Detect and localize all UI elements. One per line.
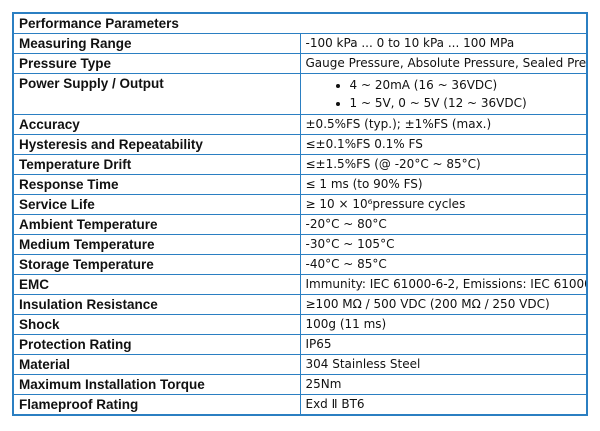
spec-value: ≥ 10 × 10⁶pressure cycles — [299, 194, 588, 215]
table-body: Performance Parameters Measuring Range -1… — [12, 12, 588, 416]
spec-row: Maximum Installation Torque 25Nm — [12, 374, 588, 395]
spec-value: IP65 — [299, 334, 588, 355]
spec-value: -20°C ~ 80°C — [299, 214, 588, 235]
spec-label: EMC — [12, 274, 301, 295]
spec-value: ≤±1.5%FS (@ -20°C ~ 85°C) — [299, 154, 588, 175]
spec-label: Insulation Resistance — [12, 294, 301, 315]
spec-row: Response Time ≤ 1 ms (to 90% FS) — [12, 174, 588, 195]
spec-label: Maximum Installation Torque — [12, 374, 301, 395]
spec-row: Protection Rating IP65 — [12, 334, 588, 355]
spec-value: Exd Ⅱ BT6 — [299, 394, 588, 416]
spec-row: Flameproof Rating Exd Ⅱ BT6 — [12, 394, 588, 416]
spec-row: Medium Temperature -30°C ~ 105°C — [12, 234, 588, 255]
spec-label: Response Time — [12, 174, 301, 195]
spec-value: ±0.5%FS (typ.); ±1%FS (max.) — [299, 114, 588, 135]
spec-list: 4 ~ 20mA (16 ~ 36VDC)1 ~ 5V, 0 ~ 5V (12 … — [306, 76, 582, 112]
spec-item: 4 ~ 20mA (16 ~ 36VDC) — [350, 76, 582, 94]
spec-label: Ambient Temperature — [12, 214, 301, 235]
spec-item: 1 ~ 5V, 0 ~ 5V (12 ~ 36VDC) — [350, 94, 582, 112]
spec-label: Hysteresis and Repeatability — [12, 134, 301, 155]
spec-label: Measuring Range — [12, 33, 301, 54]
spec-row: Service Life ≥ 10 × 10⁶pressure cycles — [12, 194, 588, 215]
title-row: Performance Parameters — [12, 12, 588, 34]
spec-value: -40°C ~ 85°C — [299, 254, 588, 275]
spec-row: Ambient Temperature -20°C ~ 80°C — [12, 214, 588, 235]
spec-label: Temperature Drift — [12, 154, 301, 175]
spec-label: Shock — [12, 314, 301, 335]
spec-row: Pressure Type Gauge Pressure, Absolute Pr… — [12, 53, 588, 74]
spec-value: ≥100 MΩ / 500 VDC (200 MΩ / 250 VDC) — [299, 294, 588, 315]
spec-value: Gauge Pressure, Absolute Pressure, Seale… — [299, 53, 588, 74]
spec-row: Material 304 Stainless Steel — [12, 354, 588, 375]
spec-row: Measuring Range -100 kPa ... 0 to 10 kPa … — [12, 33, 588, 54]
spec-row: Temperature Drift ≤±1.5%FS (@ -20°C ~ 85°… — [12, 154, 588, 175]
spec-value: 100g (11 ms) — [299, 314, 588, 335]
spec-value: Immunity: IEC 61000-6-2, Emissions: IEC … — [299, 274, 588, 295]
spec-value: -30°C ~ 105°C — [299, 234, 588, 255]
spec-table: Performance Parameters Measuring Range -1… — [12, 12, 588, 416]
spec-label: Pressure Type — [12, 53, 301, 74]
spec-label: Accuracy — [12, 114, 301, 135]
spec-value: 304 Stainless Steel — [299, 354, 588, 375]
spec-label: Protection Rating — [12, 334, 301, 355]
spec-label: Medium Temperature — [12, 234, 301, 255]
spec-label: Flameproof Rating — [12, 394, 301, 416]
spec-row: Storage Temperature -40°C ~ 85°C — [12, 254, 588, 275]
spec-row: Accuracy ±0.5%FS (typ.); ±1%FS (max.) — [12, 114, 588, 135]
spec-value: ≤±0.1%FS 0.1% FS — [299, 134, 588, 155]
spec-label: Power Supply / Output — [12, 73, 301, 115]
spec-row: EMC Immunity: IEC 61000-6-2, Emissions: I… — [12, 274, 588, 295]
spec-row: Hysteresis and Repeatability ≤±0.1%FS 0.1… — [12, 134, 588, 155]
spec-value: -100 kPa ... 0 to 10 kPa ... 100 MPa — [299, 33, 588, 54]
spec-label: Material — [12, 354, 301, 375]
spec-row: Power Supply / Output4 ~ 20mA (16 ~ 36VD… — [12, 73, 588, 115]
spec-value: 25Nm — [299, 374, 588, 395]
spec-value: ≤ 1 ms (to 90% FS) — [299, 174, 588, 195]
spec-value: 4 ~ 20mA (16 ~ 36VDC)1 ~ 5V, 0 ~ 5V (12 … — [299, 73, 588, 115]
spec-label: Storage Temperature — [12, 254, 301, 275]
table-title: Performance Parameters — [12, 12, 588, 34]
spec-label: Service Life — [12, 194, 301, 215]
spec-row: Insulation Resistance ≥100 MΩ / 500 VDC (… — [12, 294, 588, 315]
spec-row: Shock 100g (11 ms) — [12, 314, 588, 335]
